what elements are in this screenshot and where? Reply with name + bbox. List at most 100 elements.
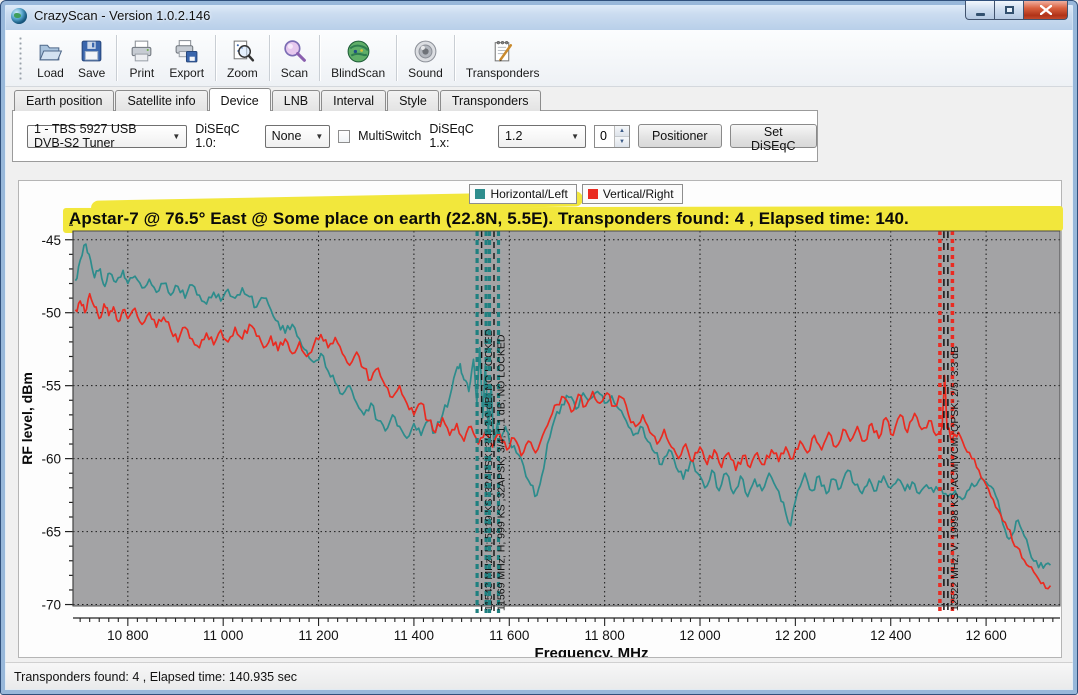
- svg-text:11 800: 11 800: [584, 628, 624, 643]
- tab-lnb[interactable]: LNB: [271, 90, 321, 111]
- tab-interval[interactable]: Interval: [321, 90, 387, 111]
- svg-text:12 200: 12 200: [775, 628, 816, 643]
- legend-item-horizontal-left[interactable]: Horizontal/Left: [469, 184, 577, 204]
- toolbar-button-label: Transponders: [465, 65, 540, 80]
- app-globe-icon: [11, 7, 27, 24]
- toolbar-grip[interactable]: [19, 36, 22, 80]
- zoom-document-icon: [233, 40, 255, 62]
- svg-text:-45: -45: [41, 233, 61, 248]
- minimize-icon: [975, 12, 985, 16]
- position-stepper-value: 0: [600, 129, 607, 143]
- status-bar: Transponders found: 4 , Elapsed time: 14…: [5, 662, 1073, 690]
- toolbar-separator: [215, 35, 217, 81]
- toolbar-separator: [268, 35, 270, 81]
- chevron-down-icon: ▼: [172, 131, 181, 141]
- toolbar-separator: [319, 35, 321, 81]
- toolbar-button-label: Zoom: [227, 65, 258, 80]
- tab-earth-position[interactable]: Earth position: [14, 90, 115, 111]
- transponder-marker-label: 11569 MHz; H; 999 KS ;32APSK; 3/4; 1.1 d…: [496, 334, 508, 611]
- svg-text:RF level, dBm: RF level, dBm: [19, 372, 35, 465]
- device-tab-pane: 1 - TBS 5927 USB DVB-S2 Tuner ▼ DiSEqC 1…: [12, 110, 818, 162]
- positioner-button[interactable]: Positioner: [637, 124, 722, 148]
- chevron-down-icon: ▼: [315, 131, 324, 141]
- position-stepper[interactable]: 0 ▲ ▼: [594, 124, 630, 148]
- toolbar-button-zoom[interactable]: Zoom: [220, 35, 265, 82]
- toolbar-button-label: BlindScan: [331, 65, 386, 80]
- stepper-down-icon[interactable]: ▼: [614, 135, 629, 147]
- legend-label: Horizontal/Left: [490, 187, 568, 201]
- toolbar-button-save[interactable]: Save: [71, 35, 112, 82]
- toolbar-button-blindscan[interactable]: BlindScan: [324, 35, 392, 82]
- svg-text:12 000: 12 000: [679, 628, 720, 643]
- transponders-notepad-icon: [494, 40, 513, 61]
- svg-text:12 600: 12 600: [965, 628, 1006, 643]
- svg-text:-55: -55: [41, 379, 61, 394]
- legend-swatch: [587, 189, 598, 199]
- transponder-marker-label: 12522 MHz; V; 19998 KS ;ACM|VCM ;QPSK; 2…: [949, 346, 961, 611]
- toolbar-separator: [116, 35, 118, 81]
- stepper-arrows[interactable]: ▲ ▼: [613, 125, 629, 147]
- spectrum-plot[interactable]: -45 -50 -55 -60 -65 -70 10 800 11 000 11 200 11 4…: [19, 181, 1061, 657]
- printer-icon: [131, 40, 152, 61]
- toolbar-button-label: Load: [37, 65, 64, 80]
- speaker-icon: [414, 40, 437, 62]
- tuner-select-value: 1 - TBS 5927 USB DVB-S2 Tuner: [34, 122, 137, 150]
- diseqc10-select[interactable]: None ▼: [264, 124, 331, 148]
- diseqc10-select-value: None: [271, 129, 302, 143]
- svg-text:11 000: 11 000: [203, 628, 243, 643]
- set-diseqc-button[interactable]: Set DiSEqC: [729, 124, 818, 153]
- toolbar-button-load[interactable]: Load: [30, 35, 71, 82]
- toolbar-button-label: Sound: [408, 65, 443, 80]
- svg-text:Frequency, MHz: Frequency, MHz: [535, 645, 649, 657]
- tab-satellite-info[interactable]: Satellite info: [115, 90, 208, 111]
- title-bar[interactable]: CrazyScan - Version 1.0.2.146: [1, 1, 1077, 30]
- multiswitch-label: MultiSwitch: [358, 129, 422, 143]
- tab-strip: Earth position Satellite info Device LNB Int…: [14, 88, 542, 111]
- floppy-icon: [81, 40, 102, 61]
- tab-device[interactable]: Device: [208, 88, 271, 111]
- toolbar: Load Save Print Export Zoom Scan BlindScan Soun…: [5, 30, 1073, 87]
- toolbar-button-print[interactable]: Print: [121, 35, 162, 82]
- stepper-up-icon[interactable]: ▲: [614, 125, 629, 136]
- multiswitch-checkbox[interactable]: [338, 129, 351, 143]
- svg-text:-65: -65: [41, 525, 61, 540]
- svg-text:-50: -50: [41, 306, 61, 321]
- toolbar-button-label: Print: [129, 65, 155, 80]
- chart-legend: Horizontal/Left Vertical/Right: [55, 184, 1078, 204]
- tab-transponders[interactable]: Transponders: [439, 90, 541, 111]
- tab-style[interactable]: Style: [387, 90, 439, 111]
- status-text: Transponders found: 4 , Elapsed time: 14…: [14, 669, 298, 684]
- diseqc1x-select[interactable]: 1.2 ▼: [498, 124, 587, 148]
- svg-text:11 400: 11 400: [394, 628, 434, 643]
- legend-item-vertical-right[interactable]: Vertical/Right: [581, 184, 683, 204]
- chevron-down-icon: ▼: [571, 131, 580, 141]
- svg-text:-70: -70: [41, 598, 61, 613]
- chart-title: Apstar-7 @ 76.5° East @ Some place on ea…: [69, 209, 909, 228]
- toolbar-button-label: Export: [169, 65, 205, 80]
- legend-swatch: [475, 189, 486, 199]
- toolbar-button-label: Save: [78, 65, 106, 80]
- diseqc10-label: DiSEqC 1.0:: [195, 122, 240, 150]
- diseqc1x-select-value: 1.2: [505, 129, 523, 143]
- blindscan-globe-icon: [347, 40, 370, 62]
- maximize-icon: [1004, 6, 1014, 14]
- toolbar-button-export[interactable]: Export: [162, 35, 211, 82]
- tuner-select[interactable]: 1 - TBS 5927 USB DVB-S2 Tuner ▼: [27, 122, 188, 150]
- svg-text:-60: -60: [41, 452, 61, 467]
- svg-text:11 200: 11 200: [298, 628, 338, 643]
- toolbar-button-scan[interactable]: Scan: [274, 35, 315, 82]
- diseqc1x-label: DiSEqC 1.x:: [429, 122, 474, 150]
- export-printer-icon: [175, 39, 198, 62]
- scan-magnifier-icon: [284, 39, 306, 62]
- toolbar-separator: [396, 35, 398, 81]
- minimize-button[interactable]: [965, 1, 995, 20]
- toolbar-separator: [453, 35, 455, 81]
- legend-label: Vertical/Right: [602, 187, 674, 201]
- close-button[interactable]: [1023, 1, 1068, 20]
- toolbar-button-transponders[interactable]: Transponders: [459, 35, 547, 82]
- chart-panel: Horizontal/Left Vertical/Right Apstar-7 @…: [18, 180, 1064, 658]
- maximize-button[interactable]: [995, 1, 1023, 20]
- toolbar-button-sound[interactable]: Sound: [401, 35, 450, 82]
- svg-text:10 800: 10 800: [107, 628, 148, 643]
